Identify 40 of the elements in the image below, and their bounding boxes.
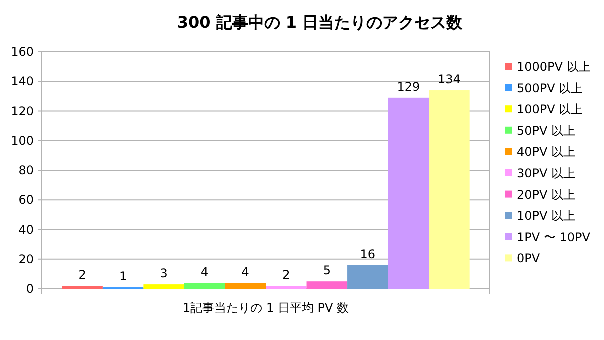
legend-label: 50PV 以上 bbox=[517, 124, 576, 138]
y-tick-label: 80 bbox=[18, 164, 34, 178]
legend-label: 500PV 以上 bbox=[517, 81, 584, 96]
bar bbox=[266, 286, 307, 289]
data-label: 4 bbox=[242, 265, 250, 280]
legend-label: 10PV 以上 bbox=[517, 209, 576, 224]
bar bbox=[306, 282, 348, 289]
legend-label: 100PV 以上 bbox=[517, 102, 584, 117]
bar bbox=[348, 265, 388, 289]
data-label: 134 bbox=[438, 72, 461, 87]
bar bbox=[144, 284, 184, 289]
y-tick-label: 120 bbox=[11, 104, 34, 118]
bar bbox=[62, 286, 103, 289]
data-label: 4 bbox=[201, 265, 209, 280]
legend-label: 1000PV 以上 bbox=[517, 60, 591, 74]
y-tick-label: 100 bbox=[11, 134, 34, 148]
data-label: 16 bbox=[360, 247, 376, 262]
legend-label: 1PV 〜 10PV bbox=[517, 230, 592, 244]
chart-title: 300 記事中の 1 日当たりのアクセス数 bbox=[177, 13, 464, 32]
data-label: 2 bbox=[78, 268, 86, 282]
data-label: 3 bbox=[160, 266, 168, 281]
bar bbox=[429, 90, 470, 289]
data-label: 1 bbox=[119, 270, 128, 284]
y-tick-label: 140 bbox=[11, 74, 34, 89]
bar bbox=[225, 283, 266, 289]
legend-label: 0PV bbox=[517, 252, 541, 266]
x-tick-label: 1記事当たりの 1 日平均 PV 数 bbox=[183, 301, 349, 315]
bar bbox=[184, 283, 226, 289]
legend-label: 40PV 以上 bbox=[517, 145, 576, 160]
data-label: 129 bbox=[397, 80, 420, 94]
y-tick-label: 0 bbox=[26, 282, 34, 296]
y-tick-label: 160 bbox=[11, 45, 34, 59]
y-tick-label: 20 bbox=[18, 252, 34, 266]
legend-label: 20PV 以上 bbox=[517, 188, 576, 202]
y-tick-label: 60 bbox=[18, 193, 34, 208]
data-label: 5 bbox=[323, 264, 331, 278]
y-tick-label: 40 bbox=[18, 222, 34, 237]
legend-label: 30PV 以上 bbox=[517, 166, 576, 180]
data-label: 2 bbox=[282, 268, 290, 282]
bar bbox=[388, 98, 430, 289]
